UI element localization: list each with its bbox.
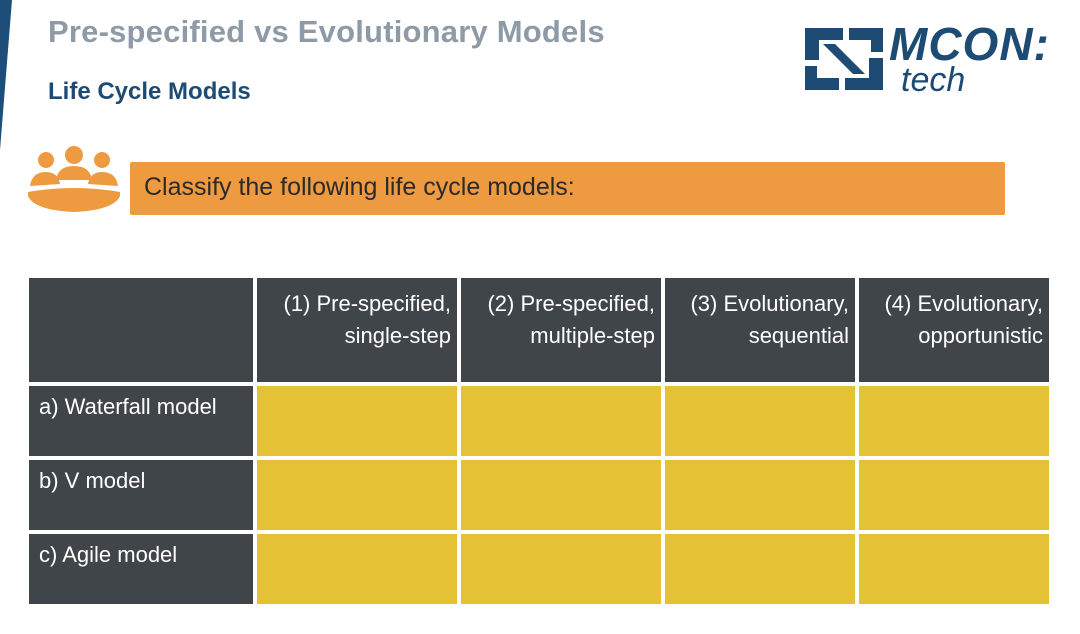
table-row: b) V model — [29, 460, 1049, 530]
answer-cell[interactable] — [665, 386, 855, 456]
column-header-2: (2) Pre-specified, multiple-step — [461, 278, 661, 382]
table-corner-cell — [29, 278, 253, 382]
column-header-2-line1: (2) Pre-specified, — [487, 291, 655, 316]
column-header-2-line2: multiple-step — [530, 323, 655, 348]
row-label-agile: c) Agile model — [29, 534, 253, 604]
mcon-logo: MCON: tech — [805, 18, 1070, 102]
row-label-text: b) V model — [39, 468, 146, 493]
group-people-icon — [28, 146, 120, 212]
answer-cell[interactable] — [257, 460, 457, 530]
column-header-4-line1: (4) Evolutionary, — [884, 291, 1043, 316]
row-label-text: a) Waterfall model — [39, 394, 217, 419]
column-header-4-line2: opportunistic — [918, 323, 1043, 348]
row-label-waterfall: a) Waterfall model — [29, 386, 253, 456]
answer-cell[interactable] — [859, 460, 1049, 530]
answer-cell[interactable] — [665, 460, 855, 530]
table-header-row: (1) Pre-specified, single-step (2) Pre-s… — [29, 278, 1049, 382]
column-header-1-line2: single-step — [344, 323, 451, 348]
answer-cell[interactable] — [257, 386, 457, 456]
column-header-4: (4) Evolutionary, opportunistic — [859, 278, 1049, 382]
page-subtitle: Life Cycle Models — [48, 78, 251, 105]
table-row: c) Agile model — [29, 534, 1049, 604]
left-accent-bar — [0, 0, 12, 150]
logo-wordmark: MCON: — [889, 18, 1050, 70]
column-header-3: (3) Evolutionary, sequential — [665, 278, 855, 382]
classification-table: (1) Pre-specified, single-step (2) Pre-s… — [25, 274, 1053, 608]
answer-cell[interactable] — [859, 534, 1049, 604]
answer-cell[interactable] — [665, 534, 855, 604]
page-title: Pre-specified vs Evolutionary Models — [48, 14, 605, 49]
column-header-1-line1: (1) Pre-specified, — [283, 291, 451, 316]
answer-cell[interactable] — [461, 460, 661, 530]
column-header-3-line1: (3) Evolutionary, — [690, 291, 849, 316]
column-header-3-line2: sequential — [748, 323, 849, 348]
task-banner: Classify the following life cycle models… — [130, 162, 1005, 215]
answer-cell[interactable] — [257, 534, 457, 604]
logo-subtext: tech — [901, 61, 966, 99]
answer-cell[interactable] — [859, 386, 1049, 456]
column-header-1: (1) Pre-specified, single-step — [257, 278, 457, 382]
mcon-logo-mark-icon — [805, 28, 883, 90]
row-label-v-model: b) V model — [29, 460, 253, 530]
answer-cell[interactable] — [461, 534, 661, 604]
table-row: a) Waterfall model — [29, 386, 1049, 456]
task-instruction: Classify the following life cycle models… — [144, 173, 575, 201]
answer-cell[interactable] — [461, 386, 661, 456]
row-label-text: c) Agile model — [39, 542, 178, 567]
